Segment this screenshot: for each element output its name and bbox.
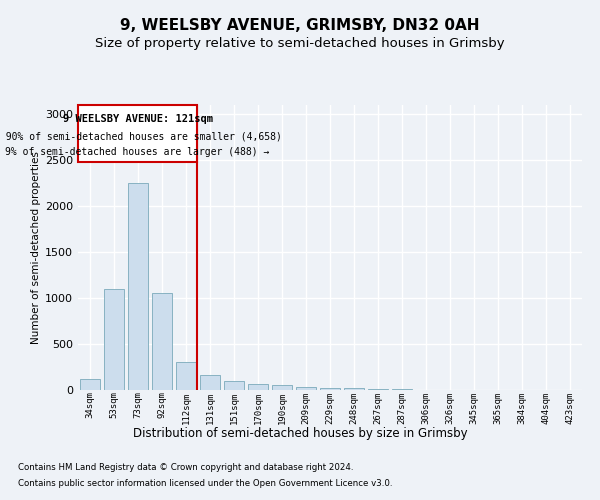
Bar: [344, 388, 364, 390]
Text: ← 90% of semi-detached houses are smaller (4,658): ← 90% of semi-detached houses are smalle…: [0, 132, 281, 141]
Bar: [248, 384, 268, 390]
Text: 9, WEELSBY AVENUE, GRIMSBY, DN32 0AH: 9, WEELSBY AVENUE, GRIMSBY, DN32 0AH: [120, 18, 480, 32]
Text: 9 WEELSBY AVENUE: 121sqm: 9 WEELSBY AVENUE: 121sqm: [62, 114, 212, 124]
Bar: [272, 386, 292, 390]
FancyBboxPatch shape: [78, 105, 197, 162]
Text: Contains HM Land Registry data © Crown copyright and database right 2024.: Contains HM Land Registry data © Crown c…: [18, 462, 353, 471]
Bar: [80, 379, 100, 390]
Bar: [152, 294, 172, 390]
Bar: [176, 362, 196, 390]
Text: 9% of semi-detached houses are larger (488) →: 9% of semi-detached houses are larger (4…: [5, 148, 270, 158]
Bar: [368, 389, 388, 390]
Y-axis label: Number of semi-detached properties: Number of semi-detached properties: [31, 151, 41, 344]
Text: Size of property relative to semi-detached houses in Grimsby: Size of property relative to semi-detach…: [95, 38, 505, 51]
Bar: [224, 381, 244, 390]
Text: Contains public sector information licensed under the Open Government Licence v3: Contains public sector information licen…: [18, 479, 392, 488]
Bar: [104, 289, 124, 390]
Bar: [296, 387, 316, 390]
Bar: [200, 376, 220, 390]
Text: Distribution of semi-detached houses by size in Grimsby: Distribution of semi-detached houses by …: [133, 428, 467, 440]
Bar: [320, 388, 340, 390]
Bar: [128, 183, 148, 390]
